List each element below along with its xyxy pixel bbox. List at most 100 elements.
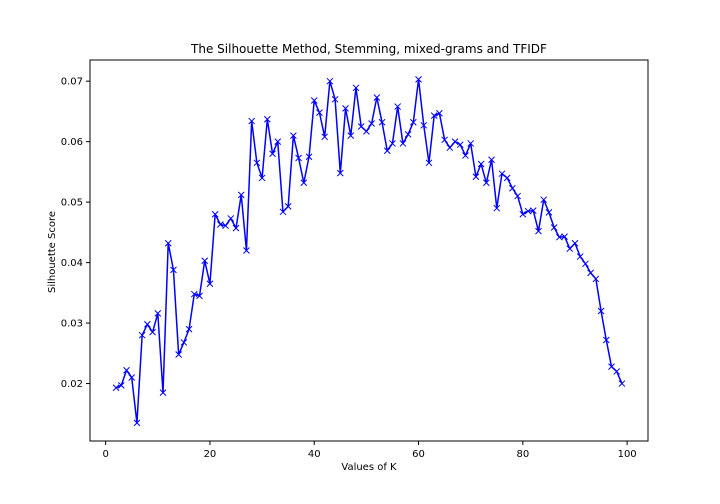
data-point-marker: [243, 247, 250, 254]
y-tick-label: 0.02: [61, 379, 83, 390]
data-point-marker: [154, 310, 162, 317]
data-point-marker: [274, 138, 282, 145]
data-point-marker: [196, 292, 203, 300]
data-point-marker: [618, 380, 626, 387]
chart-title: The Silhouette Method, Stemming, mixed-g…: [190, 42, 547, 56]
data-point-marker: [571, 239, 579, 247]
y-tick-label: 0.07: [61, 77, 83, 88]
data-point-marker: [592, 275, 600, 283]
data-point-marker: [456, 141, 464, 149]
data-point-marker: [451, 138, 459, 145]
data-point-marker: [446, 144, 454, 152]
data-point-marker: [587, 269, 594, 277]
data-point-marker: [566, 245, 574, 253]
data-point-marker: [342, 105, 349, 112]
data-point-marker: [159, 389, 167, 396]
data-point-marker: [227, 215, 235, 222]
data-point-marker: [258, 174, 266, 182]
data-point-marker: [509, 184, 516, 192]
data-point-marker: [441, 136, 448, 144]
data-point-marker: [321, 133, 329, 141]
data-point-marker: [123, 366, 130, 374]
data-point-marker: [535, 227, 542, 235]
data-point-marker: [608, 363, 615, 370]
data-point-marker: [436, 109, 443, 117]
data-point-marker: [602, 336, 610, 344]
x-tick-label: 60: [412, 449, 425, 460]
data-point-marker: [336, 169, 344, 177]
data-point-marker: [112, 384, 120, 392]
data-point-marker: [290, 132, 297, 139]
y-tick-label: 0.05: [61, 198, 83, 209]
y-tick-label: 0.06: [61, 137, 83, 148]
plot-frame: [89, 59, 649, 442]
data-point-marker: [316, 109, 323, 116]
data-point-marker: [190, 290, 198, 298]
data-point-marker: [331, 95, 339, 103]
data-point-marker: [425, 159, 433, 167]
data-point-marker: [248, 117, 256, 125]
data-point-marker: [310, 97, 318, 104]
data-point-marker: [561, 233, 568, 240]
data-point-marker: [263, 115, 271, 123]
x-tick-label: 80: [516, 449, 529, 460]
x-axis: 0 20 40 60 80 100: [102, 441, 637, 460]
data-point-marker: [514, 192, 521, 200]
data-point-marker: [545, 209, 553, 216]
data-point-marker: [493, 204, 501, 212]
x-tick-label: 40: [308, 449, 321, 460]
data-point-marker: [269, 150, 276, 158]
data-point-marker: [383, 147, 391, 155]
data-point-marker: [498, 170, 506, 178]
data-point-marker: [404, 131, 412, 138]
data-point-marker: [529, 207, 537, 214]
plot-area: [112, 75, 626, 427]
series-line: [115, 78, 623, 424]
data-point-marker: [138, 331, 146, 339]
data-point-marker: [144, 320, 151, 328]
data-point-marker: [164, 239, 172, 247]
data-point-marker: [170, 266, 177, 274]
data-point-marker: [409, 118, 417, 126]
x-tick-label: 20: [204, 449, 217, 460]
data-point-marker: [482, 179, 490, 187]
data-point-marker: [389, 140, 396, 147]
data-point-marker: [117, 382, 125, 389]
data-point-marker: [175, 351, 183, 358]
y-tick-label: 0.04: [61, 258, 83, 269]
data-point-marker: [347, 132, 355, 139]
data-point-marker: [420, 121, 428, 129]
x-axis-label: Values of K: [341, 462, 397, 473]
data-point-marker: [217, 221, 224, 228]
data-point-marker: [503, 174, 511, 182]
data-point-marker: [352, 84, 360, 92]
data-point-marker: [467, 140, 475, 147]
data-point-marker: [180, 339, 188, 346]
data-point-marker: [253, 159, 261, 167]
data-point-marker: [133, 419, 141, 427]
y-tick-label: 0.03: [61, 319, 83, 330]
data-point-marker: [295, 154, 302, 162]
data-point-marker: [550, 224, 558, 231]
data-point-marker: [540, 196, 548, 204]
data-point-marker: [232, 224, 240, 232]
data-point-marker: [613, 368, 621, 375]
data-point-marker: [206, 280, 214, 288]
data-point-marker: [128, 374, 136, 381]
data-point-marker: [378, 118, 386, 126]
data-point-marker: [185, 325, 193, 333]
data-point-marker: [576, 253, 584, 260]
data-point-marker: [357, 123, 365, 130]
data-point-marker: [415, 75, 422, 83]
data-point-marker: [201, 257, 209, 265]
data-point-marker: [488, 156, 495, 164]
data-point-marker: [368, 120, 375, 127]
data-point-marker: [472, 173, 480, 181]
data-point-marker: [519, 210, 527, 218]
y-axis-label: Silhouette Score: [47, 211, 58, 293]
data-point-marker: [149, 328, 156, 336]
data-point-marker: [373, 94, 381, 101]
data-point-marker: [222, 222, 229, 230]
data-point-marker: [326, 77, 334, 85]
